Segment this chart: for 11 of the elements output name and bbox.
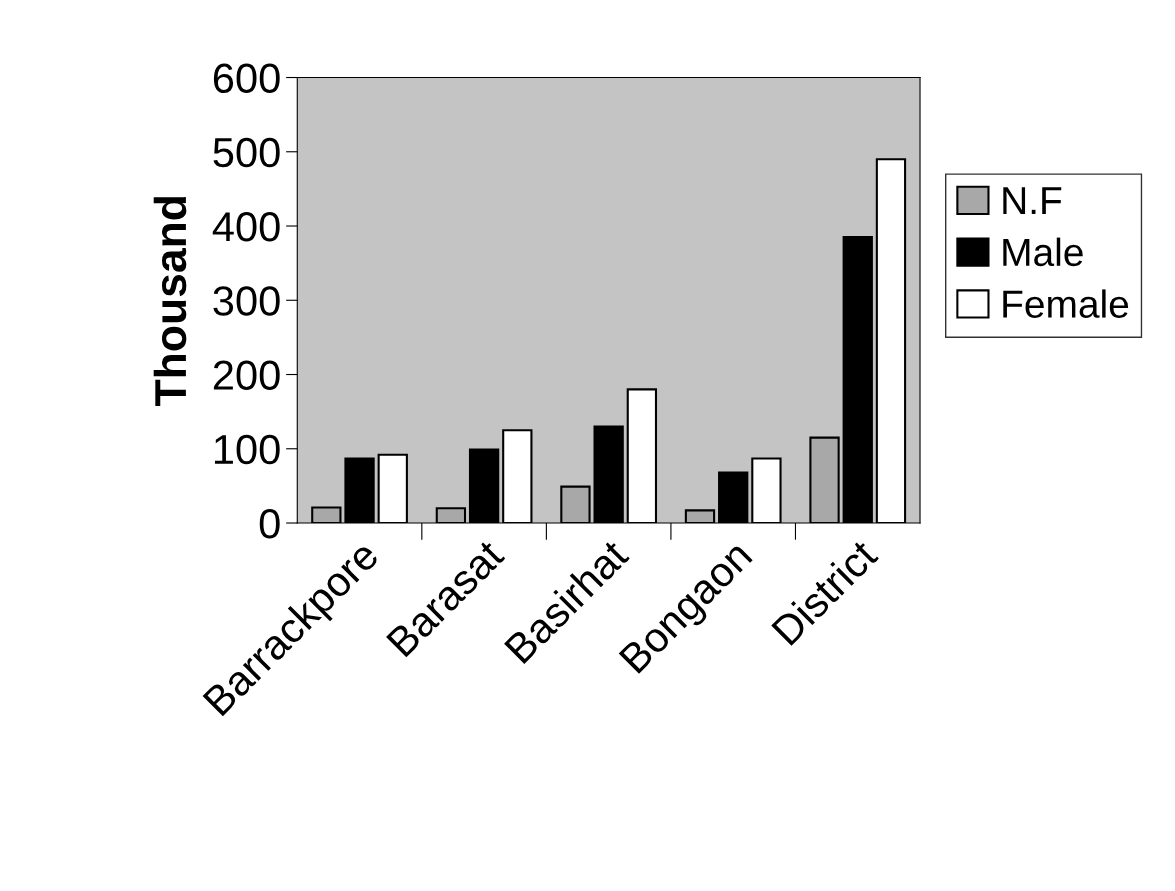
y-tick-label: 400	[212, 212, 280, 242]
y-tick-label: 100	[214, 434, 280, 465]
y-tick-label: 300	[213, 286, 280, 316]
y-tick-label: 0	[259, 509, 280, 539]
y-axis-title: Thousand	[153, 197, 187, 406]
legend-label: Male	[1003, 237, 1083, 267]
y-tick-label: 600	[213, 63, 280, 94]
y-tick-label: 500	[213, 137, 280, 168]
y-tick-label: 200	[213, 360, 280, 391]
legend-label: Female	[1003, 289, 1129, 318]
legend-label: N.F	[1003, 187, 1062, 214]
